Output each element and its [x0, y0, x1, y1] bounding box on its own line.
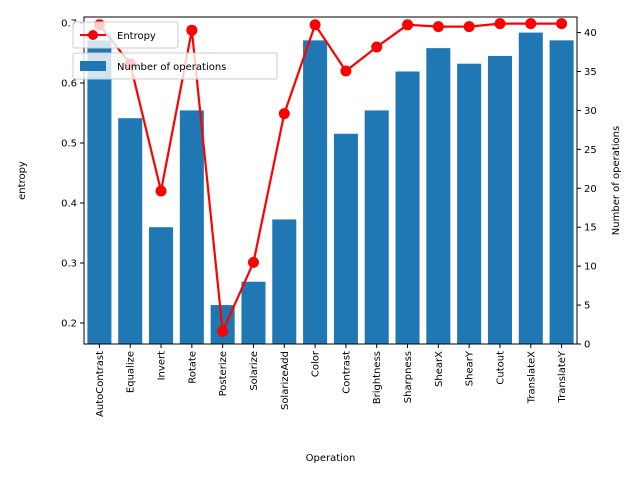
x-tick-label: Invert [157, 351, 168, 380]
x-tick-label: Posterize [218, 351, 229, 396]
entropy-point [278, 108, 290, 120]
left-tick-label: 0.7 [61, 19, 77, 30]
entropy-point [309, 19, 321, 31]
left-tick-label: 0.2 [61, 319, 77, 330]
left-tick-label: 0.6 [61, 79, 77, 90]
bar [457, 63, 482, 344]
bar [149, 227, 174, 344]
right-tick-label: 10 [584, 262, 597, 273]
x-tick-label: Solarize [249, 351, 260, 391]
right-tick-label: 5 [584, 301, 590, 312]
plot-frame [83, 16, 578, 345]
entropy-point [494, 18, 506, 30]
entropy-point [340, 65, 352, 77]
x-axis-label: Operation [306, 453, 356, 464]
entropy-point [432, 21, 444, 33]
bar [364, 110, 389, 344]
right-y-axis-label: Number of operations [611, 126, 622, 235]
x-tick-label: TranslateX [526, 351, 537, 404]
entropy-point [556, 18, 568, 30]
right-tick-label: 35 [584, 67, 597, 78]
bar [303, 40, 328, 344]
bar [487, 55, 512, 345]
x-tick-label: Rotate [187, 351, 198, 384]
entropy-point [402, 19, 414, 31]
x-tick-label: Contrast [341, 351, 352, 394]
legend-entropy-marker [88, 30, 98, 40]
x-tick-label: Sharpness [403, 351, 414, 403]
entropy-point [525, 18, 537, 30]
right-tick-label: 15 [584, 223, 597, 234]
entropy-line [98, 22, 562, 336]
x-tick-label: ShearY [465, 350, 476, 386]
entropy-point [217, 325, 229, 337]
bars-layer [87, 32, 574, 345]
left-tick-label: 0.4 [61, 199, 77, 210]
entropy-point [155, 185, 167, 197]
bar [518, 32, 543, 344]
legend-operations-label: Number of operations [117, 62, 226, 73]
right-tick-label: 30 [584, 106, 597, 117]
right-tick-label: 20 [584, 184, 597, 195]
x-tick-label: AutoContrast [95, 351, 106, 417]
left-tick-label: 0.5 [61, 139, 77, 150]
entropy-point [186, 24, 198, 36]
legend-operations-swatch [80, 61, 106, 71]
left-y-axis-label: entropy [17, 161, 28, 200]
bar [179, 110, 204, 344]
x-tick-label: Cutout [495, 351, 506, 385]
x-tick-label: Brightness [372, 351, 383, 404]
bar [241, 281, 266, 344]
bar [87, 40, 112, 344]
legend-operations: Number of operations [72, 52, 278, 80]
x-tick-label: ShearX [434, 351, 445, 387]
entropy-point [463, 21, 475, 33]
left-tick-label: 0.3 [61, 259, 77, 270]
x-tick-label: Equalize [126, 351, 137, 393]
bar [272, 219, 297, 344]
right-axis: 0 5 10 15 20 25 30 35 40 [577, 28, 597, 351]
entropy-point [247, 256, 259, 268]
right-tick-label: 25 [584, 145, 597, 156]
legend-entropy: Entropy [72, 21, 179, 49]
x-tick-label: Color [311, 350, 322, 377]
legend-entropy-label: Entropy [117, 31, 156, 42]
entropy-point [371, 41, 383, 53]
bar [395, 71, 420, 344]
bar [333, 133, 358, 344]
bar [549, 40, 574, 344]
x-axis: AutoContrast Equalize Invert Rotate Posteriz… [95, 344, 568, 417]
right-tick-label: 0 [584, 340, 590, 351]
right-tick-label: 40 [584, 28, 597, 39]
x-tick-label: TranslateY [557, 350, 568, 403]
legend-box [72, 21, 179, 49]
bar [426, 48, 451, 345]
legend-box [72, 52, 278, 80]
bar [118, 118, 143, 344]
x-tick-label: SolarizeAdd [280, 351, 291, 410]
